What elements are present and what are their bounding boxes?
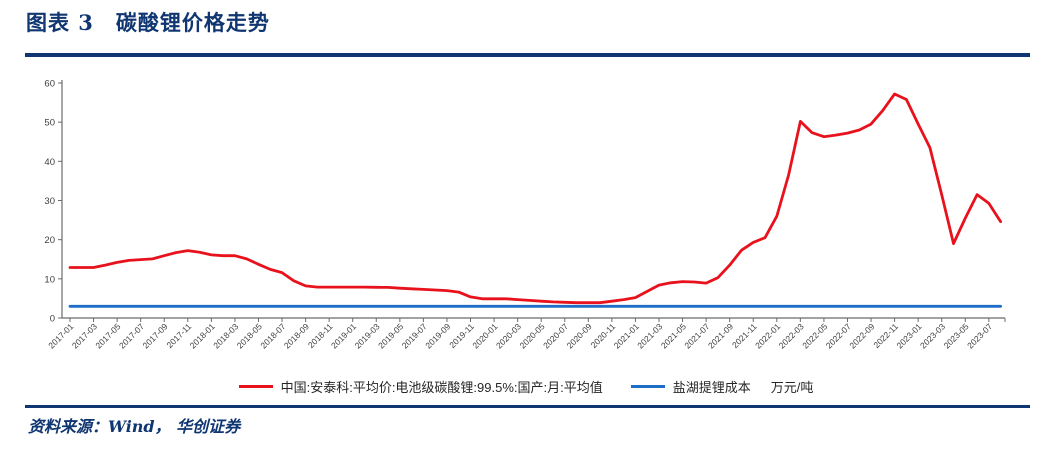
svg-text:40: 40: [44, 157, 55, 168]
battery-grade-lithium-carbonate-price-line: [68, 92, 1002, 305]
source-line: 资料来源：Wind， 华创证券: [28, 417, 241, 436]
svg-text:10: 10: [44, 274, 55, 285]
y-axis-ticks: [58, 82, 62, 319]
svg-text:2023-07: 2023-07: [965, 321, 994, 350]
svg-text:2021-09: 2021-09: [706, 321, 735, 350]
svg-text:50: 50: [44, 118, 55, 129]
footer-rule: [25, 405, 1030, 408]
x-axis-ticks: [69, 318, 1006, 322]
svg-text:0: 0: [50, 314, 55, 325]
axes: [61, 80, 1005, 319]
y-axis-tick-labels: 0 10 20 30 40 50 60: [44, 79, 55, 325]
svg-text:60: 60: [44, 79, 55, 90]
svg-text:2017-09: 2017-09: [141, 321, 170, 350]
figure-title: 图表 3 碳酸锂价格走势: [26, 10, 270, 35]
chart-legend: 中国:安泰科:平均价:电池级碳酸锂:99.5%:国产:月:平均值 盐湖提锂成本 …: [0, 375, 1052, 397]
unit-label: 万元/吨: [770, 379, 814, 395]
legend-label-cost-series: 盐湖提锂成本: [672, 379, 751, 395]
svg-text:2019-09: 2019-09: [423, 321, 452, 350]
svg-text:2022-09: 2022-09: [847, 321, 876, 350]
legend-label-price-series: 中国:安泰科:平均价:电池级碳酸锂:99.5%:国产:月:平均值: [280, 379, 603, 395]
svg-text:2018-09: 2018-09: [282, 321, 311, 350]
red-line-swatch: [238, 384, 273, 388]
svg-text:20: 20: [44, 235, 55, 246]
legend-item-cost-series: 盐湖提锂成本 万元/吨: [630, 377, 814, 396]
svg-text:30: 30: [44, 196, 55, 207]
legend-item-price-series: 中国:安泰科:平均价:电池级碳酸锂:99.5%:国产:月:平均值: [238, 377, 603, 396]
blue-line-swatch: [630, 384, 665, 388]
x-axis-tick-labels: 2017-012017-032017-052017-072017-092017-…: [46, 321, 994, 350]
svg-text:2020-09: 2020-09: [565, 321, 594, 350]
title-underline-rule: [25, 53, 1030, 57]
